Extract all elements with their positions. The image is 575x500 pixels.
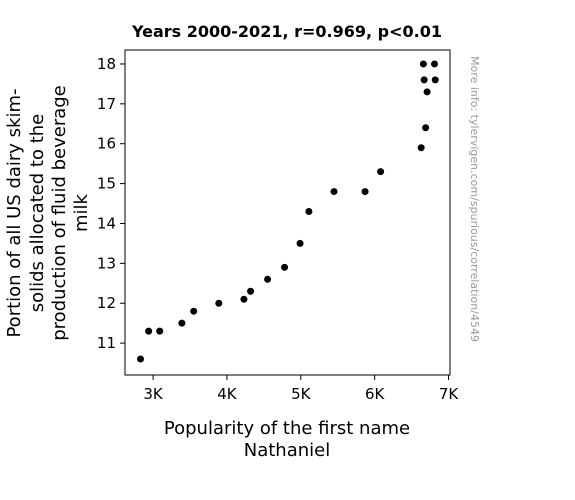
- watermark-text: More info: tylervigen.com/spurious/corre…: [468, 56, 481, 342]
- plot-area: [124, 49, 451, 376]
- data-point: [247, 287, 255, 295]
- y-axis-label-line: production of fluid beverage: [49, 85, 70, 341]
- chart-title: Years 2000-2021, r=0.969, p<0.01: [131, 22, 442, 41]
- data-point: [264, 275, 272, 283]
- x-tick-label: 4K: [217, 385, 238, 403]
- data-point: [296, 239, 304, 247]
- x-tick-label: 6K: [365, 385, 386, 403]
- data-point: [178, 319, 186, 327]
- data-point: [156, 327, 164, 335]
- x-tick-label: 7K: [439, 385, 460, 403]
- data-point: [422, 124, 430, 132]
- x-tick-label: 5K: [291, 385, 312, 403]
- y-tick-label: 18: [97, 55, 116, 73]
- data-point: [330, 188, 338, 196]
- y-axis-label-line: solids allocated to the: [27, 114, 48, 313]
- data-point: [145, 327, 153, 335]
- axis-ticks: 3K 4K 5K 6K 7K 11 12 13 14 15 16 17 18: [97, 55, 459, 403]
- data-point: [190, 307, 198, 315]
- data-point: [417, 144, 425, 152]
- y-axis-label-line: Portion of all US dairy skim-: [4, 88, 25, 337]
- x-tick-label: 3K: [143, 385, 164, 403]
- y-tick-label: 15: [97, 175, 116, 193]
- data-point: [377, 168, 385, 176]
- y-tick-label: 12: [97, 294, 116, 312]
- x-axis-label: Popularity of the first name Nathaniel: [164, 418, 410, 461]
- data-point: [137, 355, 145, 363]
- data-point: [420, 76, 428, 84]
- x-axis-label-line: Popularity of the first name: [164, 418, 410, 439]
- data-point: [423, 88, 431, 96]
- data-point: [305, 208, 313, 216]
- data-point: [431, 76, 439, 84]
- y-tick-label: 17: [97, 95, 116, 113]
- data-point: [281, 263, 289, 271]
- data-point: [430, 60, 438, 68]
- y-tick-label: 14: [97, 214, 116, 232]
- x-axis-label-line: Nathaniel: [244, 440, 330, 461]
- data-points: [137, 60, 439, 363]
- data-point: [240, 295, 248, 303]
- y-axis-label-line: milk: [71, 193, 92, 232]
- y-tick-label: 13: [97, 254, 116, 272]
- y-axis-label: Portion of all US dairy skim-solids allo…: [4, 85, 92, 341]
- data-point: [361, 188, 369, 196]
- data-point: [419, 60, 427, 68]
- y-tick-label: 16: [97, 135, 116, 153]
- y-tick-label: 11: [97, 334, 116, 352]
- data-point: [215, 299, 223, 307]
